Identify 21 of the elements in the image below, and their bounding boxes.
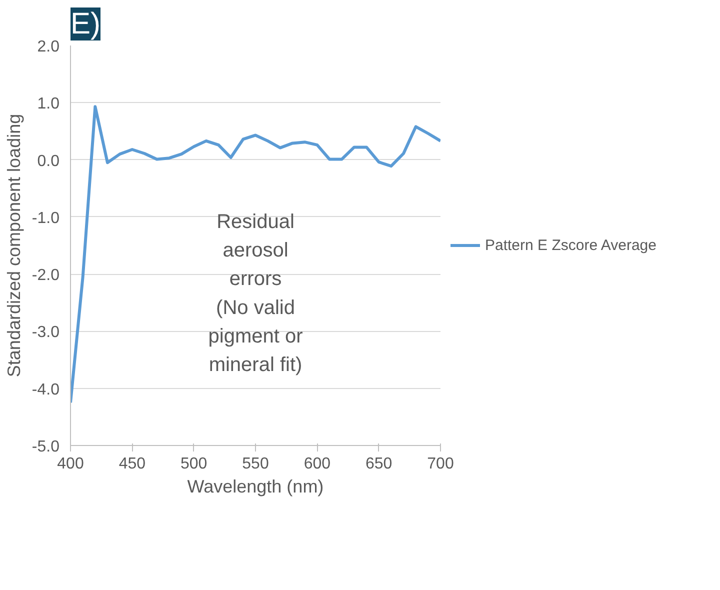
x-tick-label: 650: [365, 456, 392, 472]
annotation: Residual aerosol errors (No valid pigment or mineral fit): [208, 211, 304, 376]
y-tick-label: 0.0: [37, 152, 60, 170]
line-series: [70, 105, 440, 404]
x-tick-label: 400: [57, 456, 84, 472]
y-tick-label: -2.0: [32, 267, 60, 284]
legend-label: Pattern E Zscore Average: [485, 236, 656, 255]
y-tick-label: 1.0: [37, 96, 60, 113]
x-tick-label: 700: [427, 456, 454, 472]
y-tick-label: -5.0: [32, 438, 60, 456]
y-tick-label: 2.0: [37, 38, 60, 56]
y-axis-title: Standardized component loading: [4, 114, 24, 378]
y-tick-label: -4.0: [32, 381, 60, 398]
x-axis-title: Wavelength (nm): [187, 476, 324, 496]
y-tick-label: -1.0: [32, 210, 60, 227]
x-tick-label: 600: [304, 456, 331, 472]
y-tick-label: -3.0: [32, 324, 60, 342]
x-tick-label: 450: [118, 456, 146, 472]
chart-title: E): [70, 8, 100, 40]
x-tick-label: 550: [242, 456, 269, 472]
x-tick-label: 500: [180, 456, 208, 472]
